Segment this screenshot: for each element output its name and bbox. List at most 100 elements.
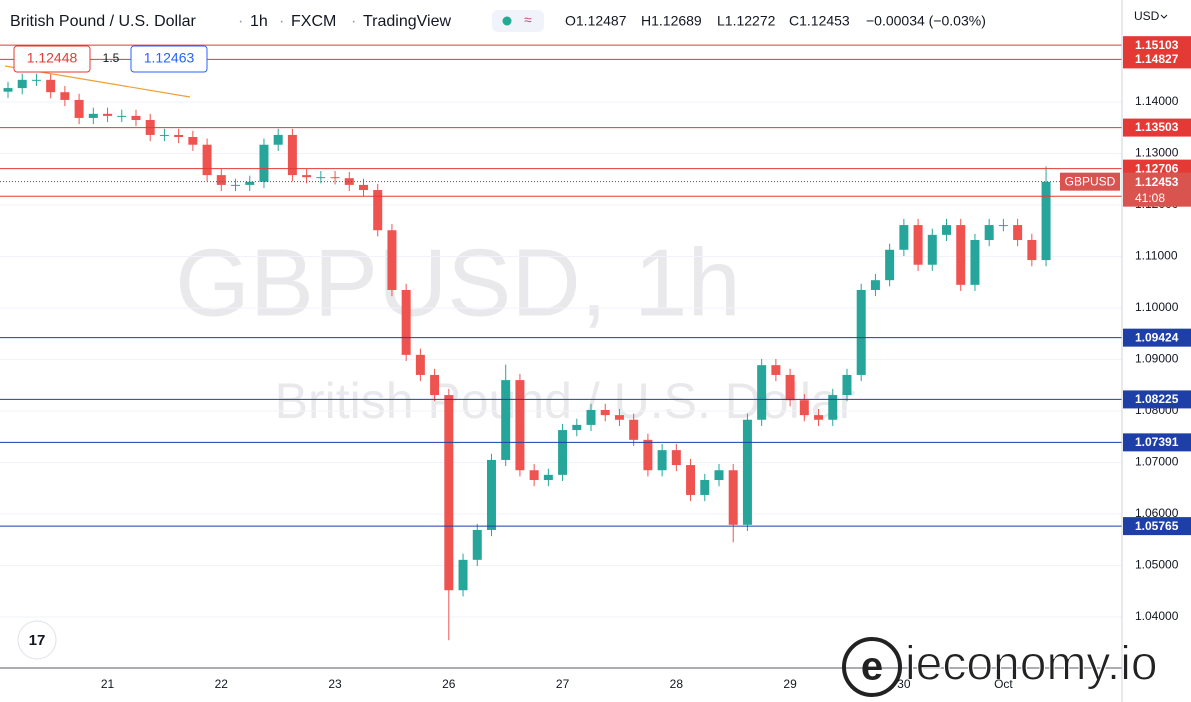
level-label: 1.12706 (1135, 161, 1179, 175)
candle-body (1041, 181, 1051, 261)
y-tick-label: 1.07000 (1135, 455, 1179, 469)
level-label: 1.15103 (1135, 38, 1179, 52)
candle-body (785, 374, 795, 401)
candle-body (202, 144, 212, 176)
currency-caret (1160, 14, 1168, 19)
y-tick-label: 1.11000 (1135, 249, 1178, 263)
candle-body (103, 113, 113, 116)
x-tick-label: 23 (328, 677, 342, 691)
candle-body (742, 419, 752, 525)
level-label-box (1123, 118, 1191, 137)
level-label: 1.09424 (1135, 330, 1179, 344)
candle-body (60, 92, 70, 100)
level-label-box (1123, 36, 1191, 55)
candle-body (614, 415, 624, 420)
status-pill[interactable] (492, 10, 544, 32)
spread: 1.5 (103, 51, 120, 65)
change: −0.00034 (−0.03%) (866, 13, 986, 29)
order-panel: 1.12448 1.5 1.12463 (13, 45, 208, 73)
x-tick-label: 26 (442, 677, 456, 691)
candle-body (373, 190, 383, 231)
candle-body (259, 144, 269, 182)
candle-body (17, 79, 27, 89)
candle-body (216, 175, 226, 185)
candle-body (899, 225, 909, 250)
level-label: 1.14827 (1135, 52, 1179, 66)
candle-body (913, 225, 923, 265)
candle-body (757, 365, 767, 420)
candle-body (515, 380, 525, 471)
y-tick-label: 1.04000 (1135, 609, 1179, 623)
x-tick-label: 22 (215, 677, 229, 691)
platform: TradingView (363, 13, 451, 30)
candle-body (714, 470, 724, 481)
candle-body (458, 559, 468, 591)
candle-body (501, 380, 511, 460)
candle-body (543, 474, 553, 481)
candle-body (188, 136, 198, 145)
logo-ring (842, 637, 902, 697)
candle-body (700, 480, 710, 495)
logo-mark: 17 (29, 632, 46, 649)
separator: · (351, 13, 356, 30)
candle-body (686, 465, 696, 495)
candle-body (231, 184, 241, 186)
candle-body (245, 181, 255, 185)
y-tick-label: 1.13000 (1135, 146, 1179, 160)
candle-body (657, 450, 667, 471)
candle-body (472, 529, 482, 560)
candle-body (984, 225, 994, 241)
header: British Pound / U.S. Dollar · 1h · FXCM … (10, 10, 986, 32)
ohlc-high: H1.12689 (641, 13, 702, 29)
x-tick-label: Oct (994, 677, 1013, 691)
watermark-subtitle: British Pound / U.S. Dollar (275, 373, 856, 429)
candle-body (998, 225, 1008, 227)
last-price-box (1123, 172, 1191, 207)
candle-body (771, 365, 781, 375)
candle-body (31, 79, 41, 81)
level-label-box (1123, 50, 1191, 69)
level-label-box (1123, 390, 1191, 409)
candle-body (159, 134, 169, 136)
level-label-box (1123, 517, 1191, 536)
y-tick-label: 1.10000 (1135, 300, 1179, 314)
candle-body (942, 225, 952, 235)
candle-body (74, 99, 84, 118)
x-tick-label: 30 (897, 677, 911, 691)
candle-body (629, 419, 639, 440)
logo-badge (17, 620, 57, 660)
candle-body (302, 175, 312, 178)
currency: USD (1134, 9, 1160, 23)
candle-body (415, 354, 425, 375)
logo-e: e (861, 645, 883, 689)
sell-button[interactable] (13, 45, 91, 73)
y-tick-label: 1.14000 (1135, 94, 1179, 108)
level-label: 1.05765 (1135, 519, 1179, 533)
candle-body (486, 459, 496, 530)
level-label-box (1123, 433, 1191, 452)
separator: · (279, 13, 284, 30)
candle-body (88, 113, 98, 118)
candle-body (401, 289, 411, 355)
buy-button[interactable] (130, 45, 208, 73)
candle-body (856, 289, 866, 375)
ohlc-close: C1.12453 (789, 13, 850, 29)
x-tick-label: 21 (101, 677, 115, 691)
candle-body (671, 450, 681, 466)
candle-body (828, 395, 838, 420)
candle-body (586, 409, 596, 425)
countdown: 41:08 (1135, 191, 1165, 205)
separator: · (238, 13, 243, 30)
candle-body (956, 225, 966, 285)
candle-body (529, 470, 539, 481)
symbol-tag-box (1060, 172, 1120, 191)
candle-body (1027, 240, 1037, 261)
candle-body (1013, 225, 1023, 241)
status-dot (502, 16, 512, 26)
candle-body (387, 230, 397, 290)
candle-body (600, 409, 610, 416)
candle-body (444, 395, 454, 591)
candle-body (344, 178, 354, 185)
level-label: 1.08225 (1135, 392, 1179, 406)
